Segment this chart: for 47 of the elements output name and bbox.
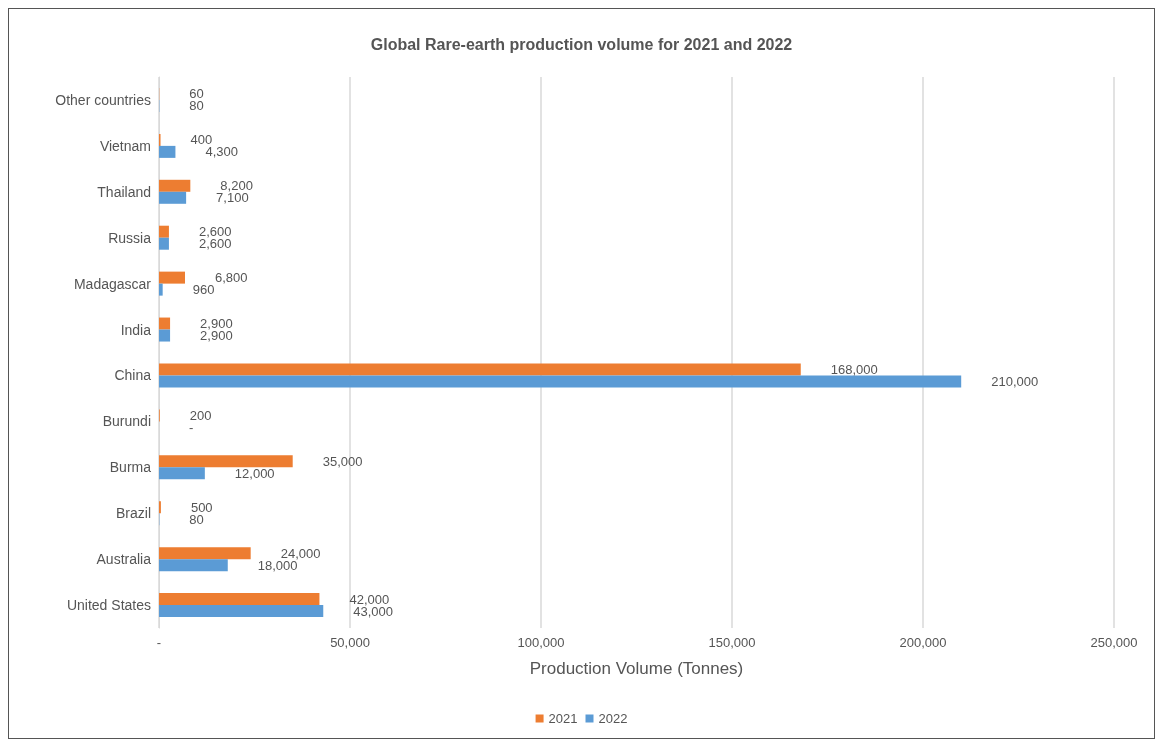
bar <box>159 329 171 342</box>
y-tick-label: Vietnam <box>99 137 151 154</box>
data-label: 168,000 <box>830 361 878 377</box>
data-label: 24,000 <box>280 545 321 561</box>
chart-title: Global Rare-earth production volume for 2021 and 2022 <box>370 35 793 53</box>
y-tick-label: India <box>120 321 152 338</box>
y-tick-label: Burundi <box>102 413 151 430</box>
y-tick-label: Thailand <box>97 183 151 200</box>
y-tick-label: Australia <box>96 551 152 568</box>
legend-label: 2022 <box>598 711 628 726</box>
x-tick-label: - <box>156 635 162 650</box>
data-label: 35,000 <box>322 453 363 469</box>
x-tick-label: 250,000 <box>1090 635 1138 650</box>
y-tick-label: Madagascar <box>73 275 152 292</box>
data-label: 12,000 <box>234 465 275 481</box>
x-axis-title: Production Volume (Tonnes) <box>529 659 744 678</box>
bar <box>159 559 228 572</box>
y-tick-label: United States <box>66 597 151 614</box>
data-label: 6,800 <box>214 270 248 286</box>
bar <box>159 593 320 606</box>
data-label: 960 <box>192 282 215 298</box>
bar <box>159 317 171 330</box>
bar <box>159 179 191 192</box>
y-tick-label: Burma <box>109 459 152 476</box>
bar <box>159 455 293 468</box>
bar <box>159 605 324 618</box>
x-tick-label: 150,000 <box>708 635 756 650</box>
bar <box>159 237 169 250</box>
y-tick-label: China <box>114 367 152 384</box>
bar <box>159 225 169 238</box>
bar <box>159 145 176 158</box>
bar <box>159 271 185 284</box>
bar <box>159 283 163 296</box>
bar <box>159 191 187 204</box>
data-label: 42,000 <box>349 591 390 607</box>
bar <box>159 363 801 376</box>
x-tick-label: 100,000 <box>517 635 565 650</box>
bar <box>159 375 962 388</box>
x-tick-label: 200,000 <box>899 635 947 650</box>
bar <box>159 467 205 480</box>
x-tick-label: 50,000 <box>330 635 370 650</box>
y-tick-label: Other countries <box>55 91 151 108</box>
y-tick-label: Brazil <box>115 505 151 522</box>
data-label: 210,000 <box>991 373 1039 389</box>
bar <box>159 547 251 560</box>
y-tick-label: Russia <box>108 229 152 246</box>
legend-label: 2021 <box>548 711 578 726</box>
